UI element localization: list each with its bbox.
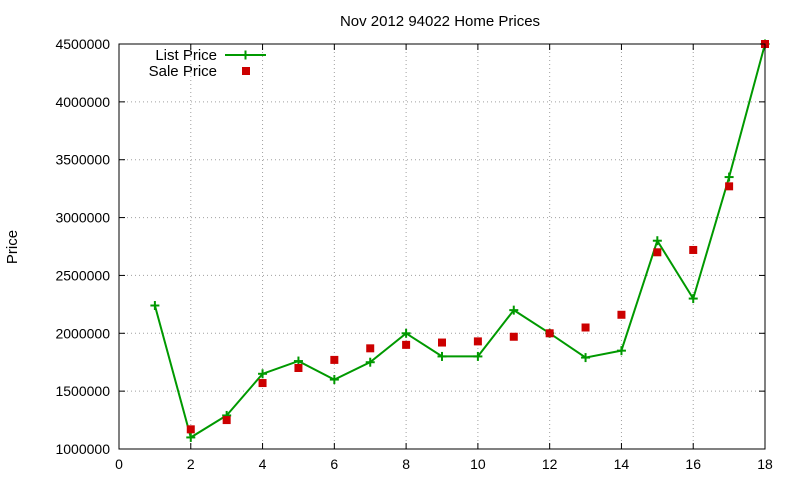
list-price-point [401,328,411,338]
sale-price-point [366,344,375,353]
sale-price-point [294,364,303,372]
grid-lines [119,44,765,449]
sale-price-point [509,332,518,341]
x-tick-label: 2 [187,456,195,472]
y-tick-label: 1000000 [55,441,110,457]
x-tick-label: 16 [685,456,701,472]
sale-price-point [545,329,554,338]
list-price-point [437,351,447,361]
y-tick-label: 4500000 [55,36,110,52]
list-price-point [329,375,339,385]
sale-price-point [725,182,734,191]
x-tick-label: 0 [115,456,123,472]
sale-price-point [330,355,339,364]
sale-price-point [438,338,446,347]
list-price-point [688,294,698,304]
list-price-point [365,357,375,367]
x-tick-label: 18 [757,456,773,472]
sale-price-point [581,323,590,332]
list-price-point [652,236,662,246]
legend-list-price-marker [241,50,250,60]
list-price-point [724,172,734,182]
plot-frame [118,43,766,450]
y-tick-label: 1500000 [55,383,110,399]
y-tick-label: 4000000 [55,94,110,110]
sale-price-point [473,337,482,346]
list-price-point [509,305,519,315]
list-price-point [616,346,626,356]
series-marks [150,39,770,442]
x-tick-label: 10 [470,456,486,472]
list-price-point [150,301,160,311]
y-axis-label: Price [4,230,21,264]
sale-price-point [689,245,698,254]
y-tick-label: 2500000 [55,267,110,283]
x-tick-label: 8 [402,456,410,472]
legend: List Price Sale Price [149,47,266,80]
list-price-point [473,351,483,361]
legend-label-sale-price: Sale Price [149,63,217,80]
list-price-line [153,43,766,439]
sale-price-point [402,340,411,349]
x-tick-label: 14 [614,456,630,472]
y-tick-label: 3500000 [55,152,110,168]
sale-price-point [222,416,231,425]
list-price-point [258,369,268,379]
axes: 0 2 4 6 8 10 12 14 16 18 1000000 1500000 2000000 2500… [55,36,773,472]
sale-price-point [653,248,662,257]
sale-price-point [186,425,195,434]
y-tick-label: 2000000 [55,325,110,341]
sale-price-point [258,379,267,388]
y-tick-label: 3000000 [55,210,110,226]
x-tick-label: 4 [259,456,267,472]
x-tick-label: 12 [542,456,558,472]
list-price-point [186,432,196,442]
legend-label-list-price: List Price [155,47,217,64]
sale-price-point [617,310,626,319]
legend-sale-price-marker [242,67,250,75]
chart-title: Nov 2012 94022 Home Prices [340,13,540,30]
list-price-point [581,353,591,363]
x-tick-label: 6 [330,456,338,472]
